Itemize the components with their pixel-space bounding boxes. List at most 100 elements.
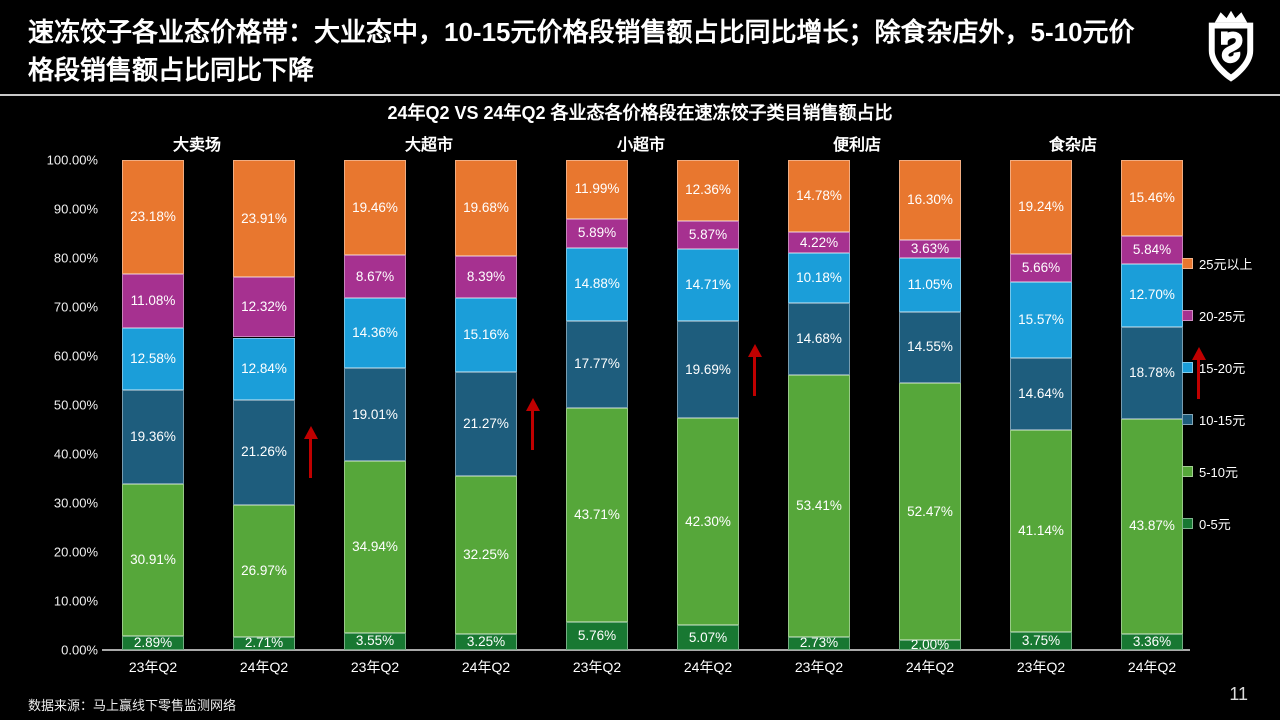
legend-label: 0-5元 — [1199, 516, 1231, 532]
y-axis-tick-label: 90.00% — [53, 201, 98, 217]
segment-value-label: 52.47% — [907, 503, 953, 519]
segment-value-label: 16.30% — [907, 191, 953, 207]
bar-segment-20-25元: 8.67% — [344, 255, 406, 298]
x-axis-label: 24年Q2 — [1127, 659, 1177, 675]
segment-value-label: 5.66% — [1021, 260, 1061, 276]
bar-segment-15-20元: 14.71% — [677, 249, 739, 322]
bar-segment-25元以上: 19.46% — [344, 160, 406, 256]
bar-segment-15-20元: 12.58% — [122, 327, 184, 390]
segment-value-label: 3.75% — [1021, 632, 1061, 648]
legend-item-5-10元: 5-10元 — [1182, 463, 1238, 480]
segment-value-label: 21.27% — [463, 415, 509, 431]
arrow-shaft — [309, 439, 312, 479]
bar-segment-25元以上: 16.30% — [899, 160, 961, 240]
bar-segment-10-15元: 19.01% — [344, 368, 406, 462]
legend-item-0-5元: 0-5元 — [1182, 515, 1231, 532]
bar-segment-20-25元: 5.66% — [1010, 254, 1072, 283]
bar-segment-25元以上: 23.91% — [233, 159, 295, 278]
segment-value-label: 17.77% — [574, 356, 620, 372]
bar-segment-20-25元: 12.32% — [233, 277, 295, 338]
group-header-4: 便利店 — [832, 137, 882, 154]
segment-value-label: 8.67% — [355, 268, 395, 284]
x-axis-label: 24年Q2 — [905, 659, 955, 675]
bar-segment-15-20元: 10.18% — [788, 253, 850, 303]
segment-value-label: 12.84% — [241, 360, 287, 376]
y-axis-tick-label: 40.00% — [53, 446, 98, 462]
segment-value-label: 19.46% — [352, 199, 398, 215]
legend-label: 10-15元 — [1199, 412, 1246, 428]
group-header-3: 小超市 — [616, 137, 666, 154]
bar-segment-0-5元: 5.76% — [566, 621, 628, 650]
segment-value-label: 12.36% — [685, 182, 731, 198]
bar-segment-5-10元: 30.91% — [122, 484, 184, 636]
segment-value-label: 12.32% — [241, 299, 287, 315]
page-title: 速冻饺子各业态价格带：大业态中，10-15元价格段销售额占比同比增长；除食杂店外… — [28, 13, 1178, 89]
segment-value-label: 5.87% — [688, 226, 728, 242]
bar-segment-5-10元: 32.25% — [455, 476, 517, 635]
legend-item-15-20元: 15-20元 — [1182, 359, 1246, 376]
bar-segment-10-15元: 21.27% — [455, 371, 517, 477]
bar-segment-10-15元: 14.68% — [788, 303, 850, 375]
segment-value-label: 30.91% — [130, 552, 176, 568]
bar-segment-5-10元: 41.14% — [1010, 430, 1072, 632]
increase-arrow-icon — [1191, 346, 1206, 399]
segment-value-label: 5.89% — [577, 225, 617, 241]
increase-arrow-icon — [525, 397, 540, 450]
legend-swatch — [1182, 257, 1193, 269]
x-axis-label: 23年Q2 — [128, 659, 178, 675]
bar-segment-15-20元: 11.05% — [899, 257, 961, 312]
bar-segment-0-5元: 3.55% — [344, 632, 406, 650]
segment-value-label: 41.14% — [1018, 522, 1064, 538]
y-axis-tick-label: 100.00% — [46, 152, 98, 168]
bar-segment-20-25元: 3.63% — [899, 239, 961, 258]
segment-value-label: 14.36% — [352, 325, 398, 341]
bar-segment-5-10元: 43.71% — [566, 407, 628, 622]
legend-item-25元以上: 25元以上 — [1182, 255, 1252, 272]
segment-value-label: 19.69% — [685, 361, 731, 377]
legend-swatch — [1182, 361, 1193, 373]
segment-value-label: 12.58% — [130, 350, 176, 366]
segment-value-label: 11.05% — [907, 276, 953, 292]
segment-value-label: 19.01% — [352, 406, 398, 422]
bar-segment-25元以上: 14.78% — [788, 160, 850, 233]
arrow-shaft — [531, 410, 534, 450]
segment-value-label: 5.07% — [688, 629, 728, 645]
segment-value-label: 14.78% — [796, 188, 842, 204]
y-axis-tick-label: 30.00% — [53, 495, 98, 511]
legend-label: 15-20元 — [1199, 360, 1246, 376]
group-header-2: 大超市 — [404, 137, 454, 154]
bar-segment-5-10元: 43.87% — [1121, 418, 1183, 634]
legend-swatch — [1182, 413, 1193, 425]
segment-value-label: 3.25% — [466, 634, 506, 650]
y-axis-tick-label: 50.00% — [53, 397, 98, 413]
bar-segment-15-20元: 12.70% — [1121, 264, 1183, 327]
brand-shield-logo-icon — [1208, 10, 1254, 82]
bar-segment-0-5元: 3.75% — [1010, 631, 1072, 650]
bar-segment-20-25元: 5.87% — [677, 220, 739, 250]
segment-value-label: 4.22% — [799, 234, 839, 250]
page-title-line2: 格段销售额占比同比下降 — [28, 55, 315, 85]
segment-value-label: 11.99% — [574, 181, 620, 197]
x-axis-label: 23年Q2 — [572, 659, 622, 675]
segment-value-label: 43.87% — [1129, 518, 1175, 534]
segment-value-label: 14.71% — [685, 277, 731, 293]
segment-value-label: 23.91% — [241, 210, 287, 226]
group-header-5: 食杂店 — [1048, 137, 1098, 154]
legend-swatch — [1182, 465, 1193, 477]
legend-label: 20-25元 — [1199, 308, 1246, 324]
segment-value-label: 2.71% — [244, 635, 284, 651]
bar-segment-0-5元: 3.25% — [455, 634, 517, 650]
segment-value-label: 53.41% — [796, 497, 842, 513]
bar-segment-0-5元: 3.36% — [1121, 633, 1183, 650]
bar-segment-20-25元: 5.84% — [1121, 235, 1183, 265]
bar-segment-10-15元: 17.77% — [566, 320, 628, 408]
segment-value-label: 3.63% — [910, 240, 950, 256]
segment-value-label: 15.46% — [1129, 189, 1175, 205]
segment-value-label: 8.39% — [466, 268, 506, 284]
bar-segment-20-25元: 5.89% — [566, 218, 628, 248]
segment-value-label: 19.36% — [130, 428, 176, 444]
bar-segment-10-15元: 21.26% — [233, 400, 295, 505]
segment-value-label: 26.97% — [241, 562, 287, 578]
legend-item-20-25元: 20-25元 — [1182, 307, 1246, 324]
